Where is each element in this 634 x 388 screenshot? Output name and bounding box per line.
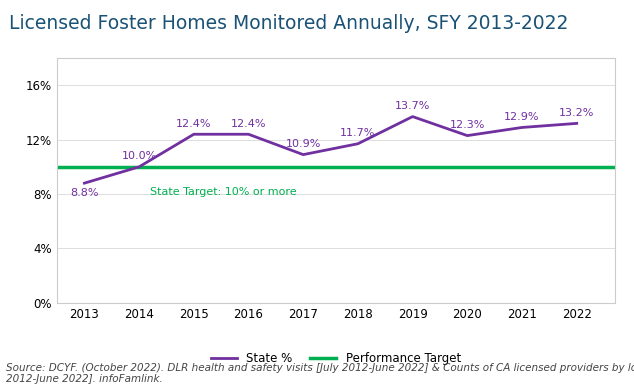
Text: 10.0%: 10.0%	[122, 151, 157, 161]
Text: 12.4%: 12.4%	[231, 119, 266, 129]
Text: 10.9%: 10.9%	[285, 139, 321, 149]
Text: 13.7%: 13.7%	[395, 101, 430, 111]
Text: Licensed Foster Homes Monitored Annually, SFY 2013-2022: Licensed Foster Homes Monitored Annually…	[10, 14, 569, 33]
Text: Source: DCYF. (October 2022). DLR health and safety visits [July 2012-June 2022]: Source: DCYF. (October 2022). DLR health…	[6, 362, 634, 384]
Text: 13.2%: 13.2%	[559, 108, 595, 118]
Text: 12.4%: 12.4%	[176, 119, 212, 129]
Text: 12.9%: 12.9%	[504, 112, 540, 122]
Text: 8.8%: 8.8%	[70, 188, 99, 198]
Legend: State %, Performance Target: State %, Performance Target	[206, 348, 466, 370]
Text: 11.7%: 11.7%	[340, 128, 375, 139]
Text: State Target: 10% or more: State Target: 10% or more	[150, 187, 297, 197]
Text: 12.3%: 12.3%	[450, 120, 485, 130]
